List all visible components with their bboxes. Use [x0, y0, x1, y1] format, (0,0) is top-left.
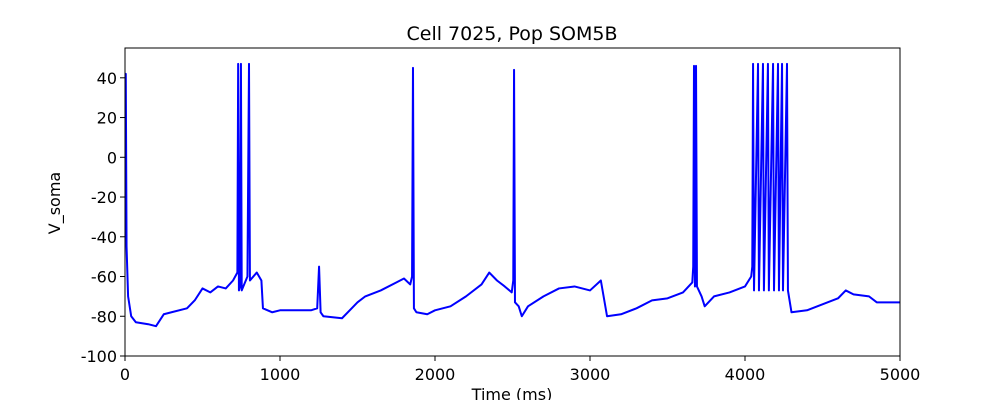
trace-line — [124, 62, 900, 328]
x-tick-label: 3000 — [570, 365, 611, 384]
x-axis-label: Time (ms) — [471, 385, 553, 400]
x-tick-label: 4000 — [725, 365, 766, 384]
chart-title: Cell 7025, Pop SOM5B — [406, 23, 617, 45]
y-axis-label: V_soma — [45, 172, 65, 234]
y-tick-label: -40 — [91, 228, 117, 247]
plot-frame — [124, 47, 901, 357]
y-tick-label: 40 — [97, 69, 117, 88]
x-tick-label: 5000 — [880, 365, 921, 384]
y-tick-label: -100 — [81, 347, 117, 366]
x-tick-label: 2000 — [415, 365, 456, 384]
y-tick-label: 20 — [97, 109, 117, 128]
y-tick-label: -80 — [91, 307, 117, 326]
x-tick-label: 0 — [120, 365, 130, 384]
y-tick-label: -20 — [91, 188, 117, 207]
y-tick-label: 0 — [107, 148, 117, 167]
x-tick-label: 1000 — [260, 365, 301, 384]
y-tick-label: -60 — [91, 268, 117, 287]
